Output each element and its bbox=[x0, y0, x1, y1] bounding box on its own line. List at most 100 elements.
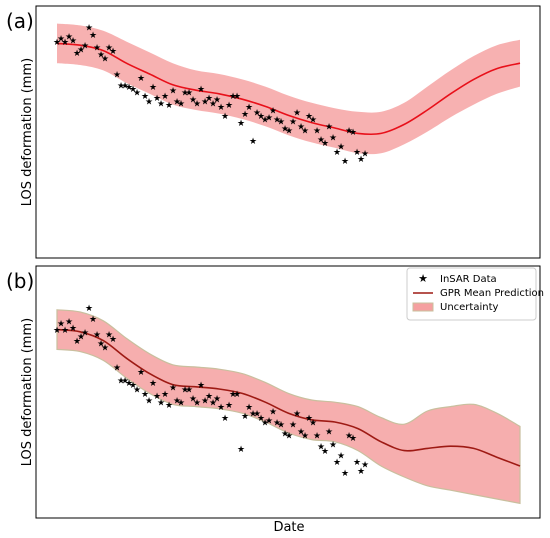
insar-point: ★ bbox=[337, 452, 345, 462]
insar-point: ★ bbox=[237, 445, 245, 455]
insar-point: ★ bbox=[221, 112, 229, 122]
insar-point: ★ bbox=[201, 397, 209, 407]
insar-point: ★ bbox=[85, 24, 93, 34]
insar-point: ★ bbox=[253, 108, 261, 118]
insar-point: ★ bbox=[205, 94, 213, 104]
insar-point: ★ bbox=[213, 394, 221, 404]
legend-patch-marker bbox=[412, 302, 434, 312]
insar-point: ★ bbox=[269, 107, 277, 117]
insar-point: ★ bbox=[117, 377, 125, 387]
insar-point: ★ bbox=[221, 414, 229, 424]
insar-point: ★ bbox=[177, 399, 185, 409]
insar-point: ★ bbox=[113, 71, 121, 81]
insar-point: ★ bbox=[273, 419, 281, 429]
insar-point: ★ bbox=[209, 99, 217, 109]
legend-entry-uncertainty: Uncertainty bbox=[440, 302, 499, 313]
insar-point: ★ bbox=[57, 320, 65, 330]
insar-point: ★ bbox=[121, 81, 129, 91]
insar-point: ★ bbox=[321, 139, 329, 149]
legend-entry-insar: InSAR Data bbox=[440, 274, 497, 285]
insar-point: ★ bbox=[233, 92, 241, 102]
insar-point: ★ bbox=[317, 135, 325, 145]
insar-point: ★ bbox=[157, 399, 165, 409]
insar-point: ★ bbox=[57, 35, 65, 45]
insar-point: ★ bbox=[281, 125, 289, 135]
insar-point: ★ bbox=[249, 137, 257, 147]
insar-point: ★ bbox=[361, 460, 369, 470]
insar-point: ★ bbox=[133, 89, 141, 99]
insar-point: ★ bbox=[245, 403, 253, 413]
insar-point: ★ bbox=[61, 38, 69, 48]
insar-point: ★ bbox=[325, 427, 333, 437]
insar-point: ★ bbox=[201, 98, 209, 108]
insar-point: ★ bbox=[293, 410, 301, 420]
insar-point: ★ bbox=[277, 117, 285, 127]
insar-point: ★ bbox=[185, 386, 193, 396]
insar-point: ★ bbox=[309, 419, 317, 429]
axes-frame-a bbox=[35, 5, 541, 259]
insar-point: ★ bbox=[357, 155, 365, 165]
insar-point: ★ bbox=[153, 392, 161, 402]
insar-point: ★ bbox=[129, 85, 137, 95]
insar-point: ★ bbox=[305, 414, 313, 424]
insar-point: ★ bbox=[241, 412, 249, 422]
insar-point: ★ bbox=[193, 99, 201, 109]
insar-point: ★ bbox=[225, 101, 233, 111]
insar-point: ★ bbox=[225, 401, 233, 411]
insar-point: ★ bbox=[329, 134, 337, 144]
insar-point: ★ bbox=[345, 432, 353, 442]
insar-point: ★ bbox=[357, 467, 365, 477]
insar-point: ★ bbox=[237, 119, 245, 129]
insar-point: ★ bbox=[293, 108, 301, 118]
insar-point: ★ bbox=[241, 110, 249, 120]
insar-point: ★ bbox=[141, 390, 149, 400]
uncertainty-band bbox=[56, 309, 521, 505]
insar-point: ★ bbox=[105, 44, 113, 54]
insar-point: ★ bbox=[93, 331, 101, 341]
insar-point: ★ bbox=[345, 126, 353, 136]
insar-point: ★ bbox=[169, 87, 177, 97]
insar-point: ★ bbox=[301, 432, 309, 442]
insar-point: ★ bbox=[353, 458, 361, 468]
insar-point: ★ bbox=[273, 116, 281, 126]
insar-point: ★ bbox=[253, 410, 261, 420]
insar-point: ★ bbox=[129, 381, 137, 391]
insar-point: ★ bbox=[217, 403, 225, 413]
insar-point: ★ bbox=[289, 117, 297, 127]
insar-point: ★ bbox=[117, 81, 125, 91]
insar-point: ★ bbox=[69, 324, 77, 334]
insar-point: ★ bbox=[285, 432, 293, 442]
insar-point: ★ bbox=[149, 83, 157, 93]
insar-point: ★ bbox=[53, 38, 61, 48]
insar-point: ★ bbox=[77, 333, 85, 343]
insar-point: ★ bbox=[305, 112, 313, 122]
insar-point: ★ bbox=[349, 434, 357, 444]
insar-point: ★ bbox=[261, 116, 269, 126]
insar-point: ★ bbox=[85, 304, 93, 314]
legend-entry-gpr: GPR Mean Prediction bbox=[440, 288, 544, 299]
x-axis-label: Date bbox=[273, 520, 304, 535]
insar-point: ★ bbox=[337, 143, 345, 153]
insar-point: ★ bbox=[165, 101, 173, 111]
insar-point: ★ bbox=[341, 157, 349, 167]
insar-point: ★ bbox=[173, 397, 181, 407]
y-axis-label-a: LOS deformation (mm) bbox=[20, 58, 35, 206]
panel-b-label: (b) bbox=[6, 269, 34, 293]
insar-point: ★ bbox=[301, 126, 309, 136]
insar-point: ★ bbox=[153, 94, 161, 104]
insar-point: ★ bbox=[309, 116, 317, 126]
insar-point: ★ bbox=[257, 112, 265, 122]
gpr-mean-line bbox=[56, 328, 521, 467]
insar-point: ★ bbox=[149, 379, 157, 389]
insar-point: ★ bbox=[285, 126, 293, 136]
panel-b: (b) ★★★★★★★★★★★★★★★★★★★★★★★★★★★★★★★★★★★★… bbox=[6, 265, 544, 519]
insar-point: ★ bbox=[65, 317, 73, 327]
insar-point: ★ bbox=[137, 368, 145, 378]
insar-point: ★ bbox=[169, 383, 177, 393]
insar-point: ★ bbox=[205, 392, 213, 402]
insar-point: ★ bbox=[189, 394, 197, 404]
insar-point: ★ bbox=[125, 83, 133, 93]
insar-point: ★ bbox=[245, 103, 253, 113]
uncertainty-band bbox=[57, 23, 520, 155]
